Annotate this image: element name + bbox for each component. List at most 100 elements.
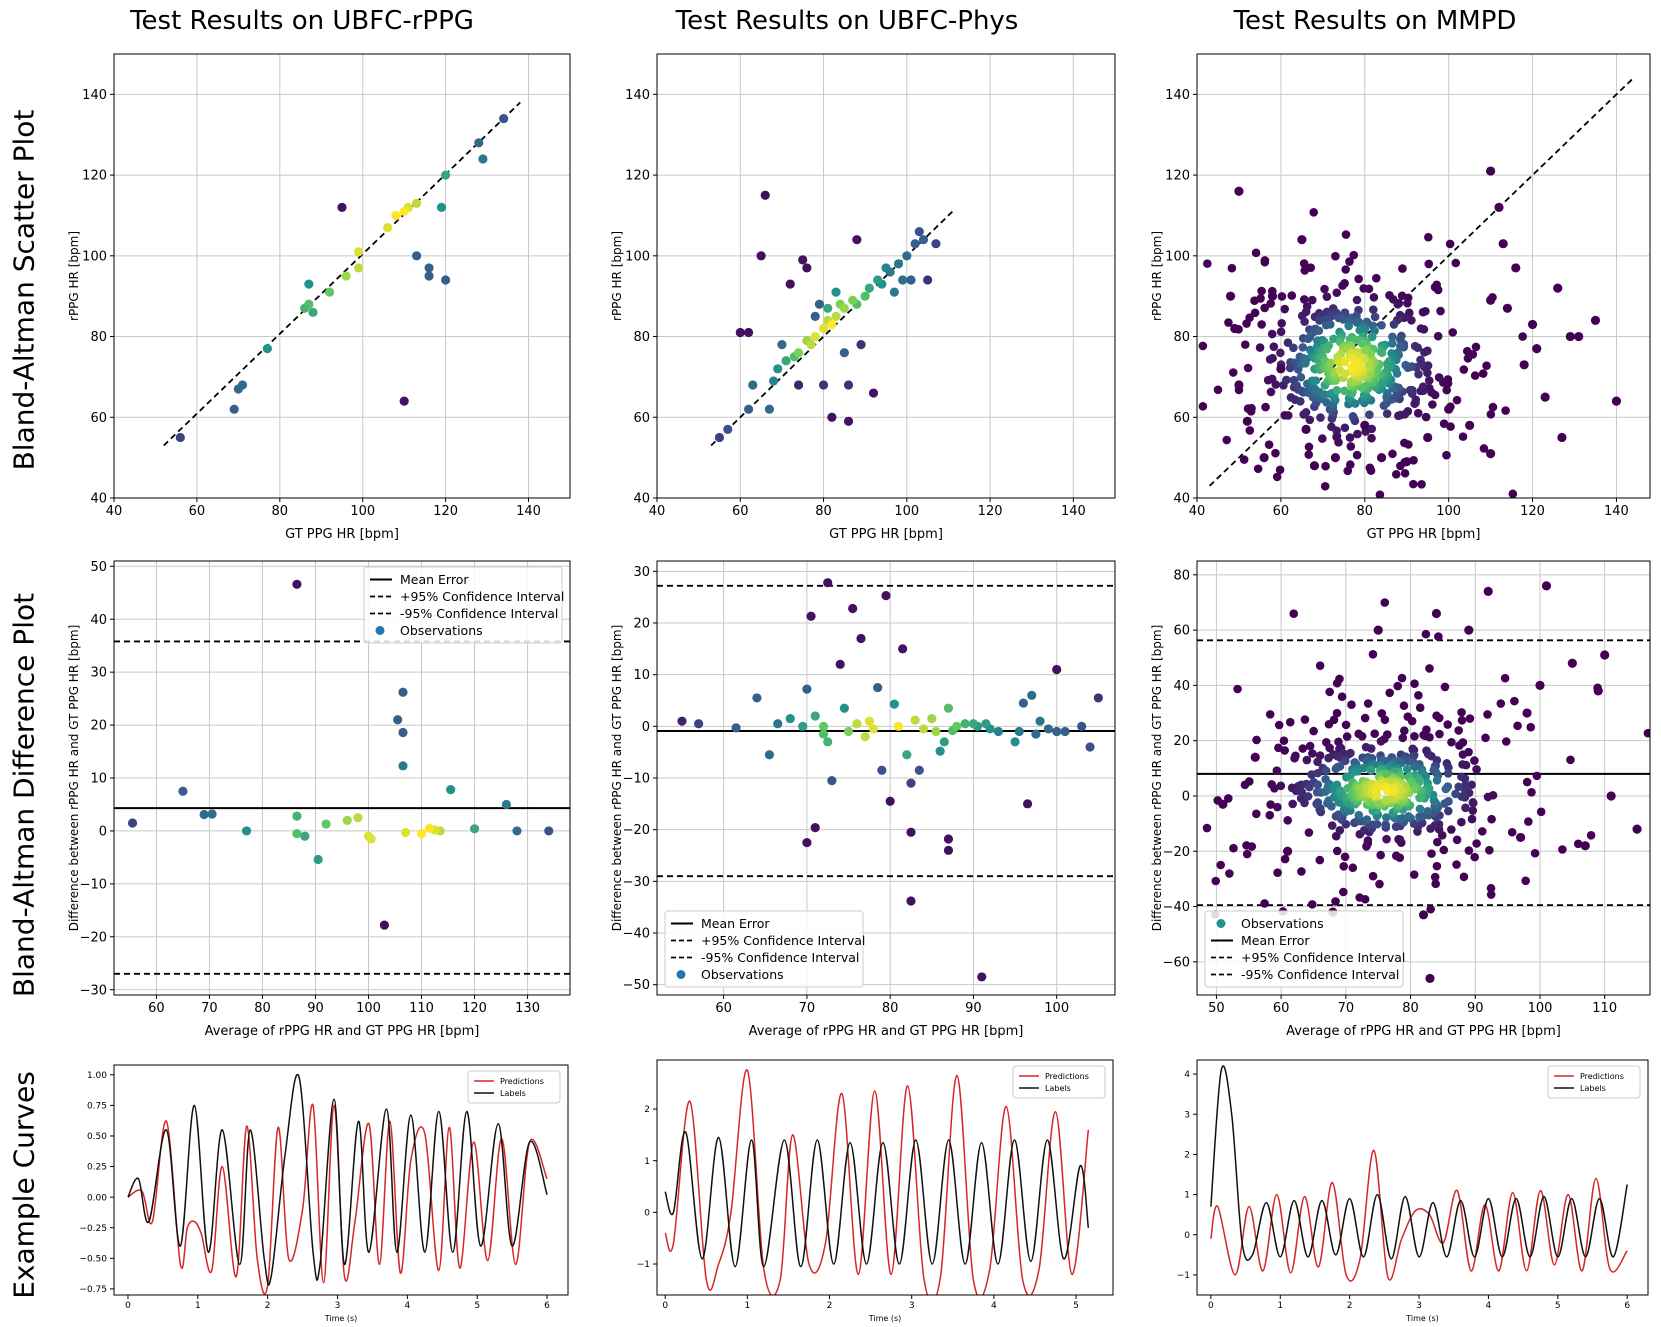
data-point: [1370, 729, 1379, 739]
x-tick-label: 100: [894, 504, 919, 519]
data-point: [1402, 764, 1412, 774]
data-point: [1540, 392, 1550, 402]
y-tick-label: 60: [90, 411, 107, 426]
data-point: [1501, 737, 1511, 746]
curve-panel-mmpd: 0 1 2 3 4 5 6 −1 0 1 2 3 4 Time (s) Predictions Labels: [1145, 1050, 1660, 1325]
legend-box: [1012, 1065, 1106, 1099]
data-point: [744, 327, 754, 338]
x-tick-label: 120: [1520, 504, 1545, 519]
series-line-predictions: [1210, 1149, 1628, 1282]
data-point: [1270, 783, 1279, 793]
data-point: [1345, 771, 1355, 781]
data-point: [1282, 375, 1291, 385]
y-tick-label: −30: [623, 875, 650, 890]
data-point: [1265, 810, 1275, 820]
x-tick-label: 40: [1189, 504, 1206, 519]
x-axis-label: GT PPG HR [bpm]: [285, 527, 399, 542]
data-point: [1386, 794, 1396, 804]
data-point: [827, 775, 837, 786]
axes-frame: [1196, 53, 1651, 499]
y-tick-label: 60: [633, 411, 650, 426]
data-point: [1369, 293, 1379, 302]
y-tick-label: 20: [633, 617, 650, 632]
row-title-curves: Example Curves: [7, 1071, 41, 1299]
axes-frame: [1196, 1059, 1649, 1296]
data-point: [1285, 717, 1295, 727]
data-point: [1486, 449, 1496, 459]
data-point: [1380, 598, 1390, 607]
data-point: [1393, 300, 1403, 309]
y-tick-label: −20: [1163, 845, 1190, 860]
data-point: [1486, 890, 1496, 899]
y-tick-label: −0.75: [79, 1285, 107, 1295]
data-point: [1259, 453, 1269, 463]
data-point: [785, 279, 795, 289]
x-tick-label: 100: [1528, 1001, 1553, 1016]
data-point: [1247, 403, 1256, 413]
data-point: [1313, 780, 1323, 789]
data-point: [1486, 166, 1496, 176]
y-tick-label: −1: [637, 1260, 650, 1270]
data-point: [1515, 832, 1526, 843]
data-point: [1418, 307, 1428, 317]
data-point: [1341, 369, 1350, 379]
data-point: [1557, 432, 1567, 443]
axes-frame: [656, 53, 1116, 499]
data-point: [1447, 737, 1456, 747]
legend-label: Mean Error: [400, 572, 469, 587]
data-point: [1416, 355, 1425, 365]
data-point: [1457, 716, 1467, 725]
x-tick-label: 90: [1467, 1001, 1484, 1016]
data-point: [802, 837, 812, 848]
x-tick-label: 100: [350, 504, 375, 519]
data-point: [1250, 752, 1260, 762]
y-tick-label: 10: [633, 668, 650, 683]
x-tick-label: 4: [1486, 1301, 1492, 1311]
data-point: [1376, 453, 1387, 463]
data-point: [1394, 834, 1403, 844]
column-title-ubfc-rppg: Test Results on UBFC-rPPG: [130, 6, 474, 36]
data-point: [881, 263, 891, 273]
data-point: [1482, 361, 1491, 371]
data-point: [1234, 380, 1244, 390]
data-point: [207, 809, 217, 819]
x-axis-label: Average of rPPG HR and GT PPG HR [bpm]: [1286, 1024, 1561, 1039]
data-point: [831, 287, 841, 297]
data-point: [1243, 363, 1253, 373]
legend-box: [1547, 1065, 1641, 1099]
data-point: [1368, 650, 1378, 659]
data-point: [852, 235, 862, 245]
data-point: [1408, 479, 1418, 489]
y-axis-label: Difference between rPPG HR and GT PPG HR…: [610, 625, 624, 932]
data-point: [906, 827, 916, 837]
data-point: [1321, 766, 1331, 776]
data-point: [1331, 251, 1340, 261]
data-point: [1315, 661, 1325, 671]
data-point: [1421, 629, 1431, 639]
data-point: [1447, 825, 1456, 834]
data-point: [1391, 469, 1401, 479]
data-point: [1574, 331, 1584, 342]
data-point: [889, 287, 899, 297]
data-point: [1261, 402, 1270, 412]
x-tick-label: 1: [1277, 1301, 1283, 1311]
x-tick-label: 80: [815, 504, 832, 519]
data-point: [237, 380, 248, 390]
x-tick-label: 3: [1416, 1301, 1422, 1311]
data-point: [1381, 820, 1390, 829]
x-tick-label: 60: [1273, 504, 1290, 519]
y-tick-label: 0: [642, 720, 650, 735]
data-point: [1393, 681, 1403, 691]
x-tick-label: 60: [732, 504, 749, 519]
data-point: [1273, 802, 1282, 812]
scatter-panel-ubfc-phys: 40 60 80 100 120 140 40 60 80 100 120 140 GT PPG HR …: [605, 48, 1125, 548]
data-point: [1431, 608, 1442, 619]
x-tick-label: 120: [462, 1001, 487, 1016]
data-point: [1566, 755, 1575, 765]
data-point: [1463, 354, 1473, 363]
data-point: [1567, 658, 1577, 668]
data-point: [1375, 490, 1385, 498]
data-point: [1311, 376, 1321, 385]
data-point: [1266, 800, 1275, 809]
data-point: [939, 737, 949, 747]
